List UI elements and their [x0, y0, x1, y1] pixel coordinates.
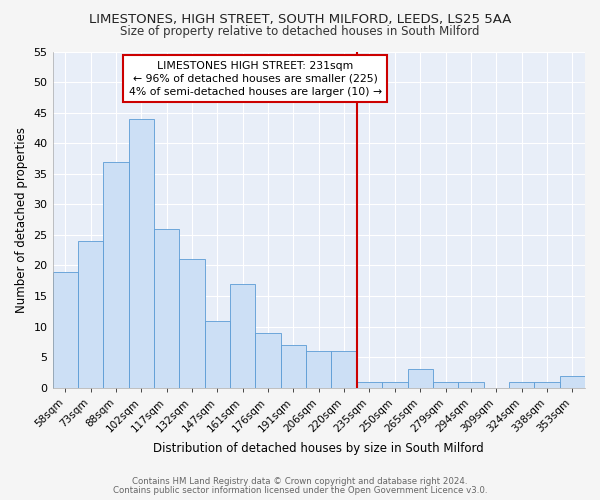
Text: LIMESTONES, HIGH STREET, SOUTH MILFORD, LEEDS, LS25 5AA: LIMESTONES, HIGH STREET, SOUTH MILFORD, … [89, 12, 511, 26]
Bar [306, 351, 331, 388]
Bar [128, 119, 154, 388]
Bar [382, 382, 407, 388]
Bar [78, 241, 103, 388]
Bar [560, 376, 585, 388]
Bar [509, 382, 534, 388]
Text: Contains public sector information licensed under the Open Government Licence v3: Contains public sector information licen… [113, 486, 487, 495]
Y-axis label: Number of detached properties: Number of detached properties [15, 126, 28, 312]
Bar [331, 351, 357, 388]
Bar [256, 333, 281, 388]
Bar [357, 382, 382, 388]
Bar [458, 382, 484, 388]
Bar [433, 382, 458, 388]
Bar [53, 272, 78, 388]
Bar [154, 229, 179, 388]
Bar [205, 320, 230, 388]
Text: Contains HM Land Registry data © Crown copyright and database right 2024.: Contains HM Land Registry data © Crown c… [132, 477, 468, 486]
Text: LIMESTONES HIGH STREET: 231sqm
← 96% of detached houses are smaller (225)
4% of : LIMESTONES HIGH STREET: 231sqm ← 96% of … [129, 60, 382, 97]
Bar [534, 382, 560, 388]
Bar [179, 260, 205, 388]
Bar [230, 284, 256, 388]
Bar [103, 162, 128, 388]
Text: Size of property relative to detached houses in South Milford: Size of property relative to detached ho… [120, 25, 480, 38]
X-axis label: Distribution of detached houses by size in South Milford: Distribution of detached houses by size … [154, 442, 484, 455]
Bar [407, 370, 433, 388]
Bar [281, 345, 306, 388]
